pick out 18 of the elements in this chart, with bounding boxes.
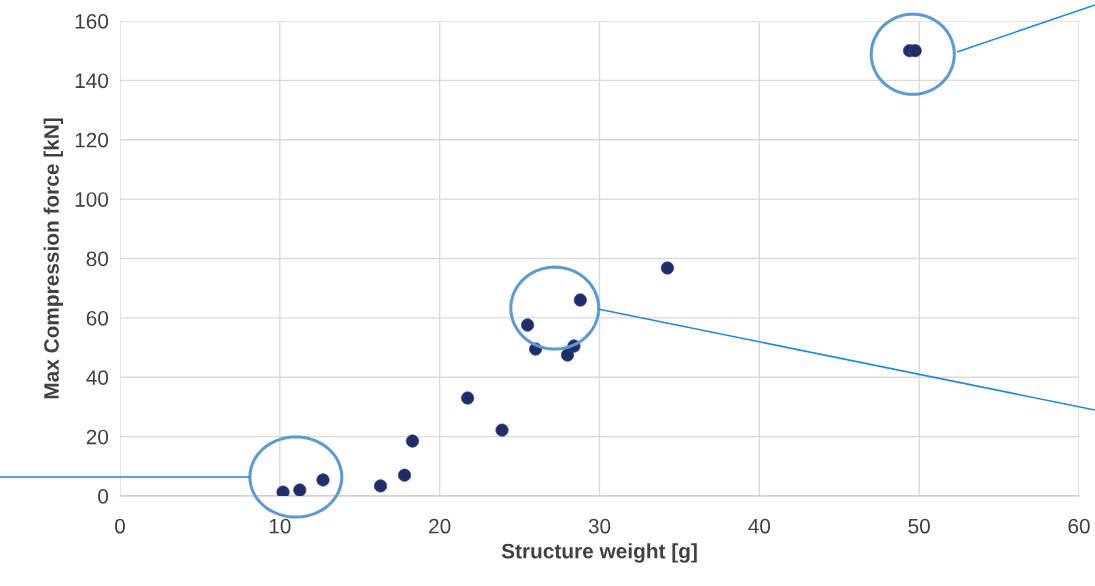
y-tick-label: 80 [86, 251, 109, 267]
x-tick-label: 40 [748, 518, 771, 534]
x-tick-label: 0 [115, 518, 125, 534]
x-tick-label: 50 [908, 518, 930, 534]
x-tick-label: 20 [429, 518, 451, 534]
y-tick-label: 0 [98, 489, 109, 504]
y-tick-label: 20 [86, 429, 109, 445]
x-axis-title: Structure weight [g] [501, 543, 697, 563]
y-tick-label: 60 [86, 310, 109, 326]
y-tick-label: 120 [75, 132, 109, 148]
y-axis-title: Max Compression force [kN] [43, 118, 64, 399]
y-tick-label: 140 [75, 73, 109, 89]
x-tick-label: 10 [269, 518, 291, 534]
y-tick-label: 40 [86, 370, 109, 385]
x-tick-label: 30 [588, 518, 611, 534]
y-tick-label: 100 [75, 192, 109, 207]
x-tick-label: 60 [1068, 518, 1090, 534]
y-tick-label: 160 [75, 14, 109, 29]
